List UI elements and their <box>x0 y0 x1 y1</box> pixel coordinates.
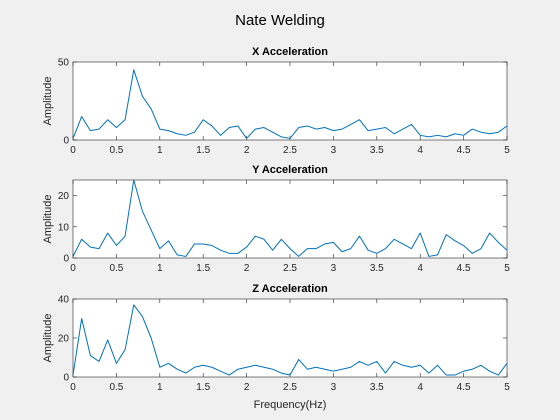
x-tick-label: 2 <box>244 145 250 156</box>
series-line <box>72 179 508 257</box>
x-tick-label: 3 <box>331 382 337 393</box>
y-tick-label: 20 <box>58 334 70 345</box>
y-tick-label: 40 <box>58 295 70 306</box>
y-tick-label: 50 <box>58 58 70 69</box>
x-tick-label: 4.5 <box>457 263 471 274</box>
x-tick-label: 2.5 <box>283 263 297 274</box>
x-tick-label: 0 <box>70 382 76 393</box>
x-tick-label: 3 <box>331 145 337 156</box>
x-tick-label: 5 <box>504 382 510 393</box>
plot-area <box>72 298 508 378</box>
y-axis-label: Amplitude <box>42 195 54 244</box>
x-tick-label: 1.5 <box>196 145 210 156</box>
x-tick-label: 0.5 <box>109 145 123 156</box>
x-tick-label: 0.5 <box>109 382 123 393</box>
x-tick-label: 4.5 <box>457 145 471 156</box>
x-tick-label: 3.5 <box>370 145 384 156</box>
subplot-2: Y Acceleration 0 0.5 1 1.5 2 2.5 3 3.5 4 4.5 5 0 10 20… <box>42 164 510 274</box>
x-tick-label: 2 <box>244 263 250 274</box>
plot-area <box>72 61 508 141</box>
subplot-3: Z Acceleration 0 0.5 1 1.5 2 2.5 3 3.5 4 4.5 5 0 20 40… <box>42 283 510 393</box>
x-tick-label: 1.5 <box>196 382 210 393</box>
figure-title: Nate Welding <box>235 12 325 29</box>
y-axis-label: Amplitude <box>42 314 54 363</box>
x-tick-label: 1 <box>157 382 163 393</box>
x-tick-label: 1.5 <box>196 263 210 274</box>
x-tick-label: 1 <box>157 145 163 156</box>
y-tick-label: 0 <box>63 373 69 384</box>
x-tick-label: 4.5 <box>457 382 471 393</box>
y-tick-label: 20 <box>58 191 70 202</box>
y-axis-label: Amplitude <box>42 77 54 126</box>
subplot-title: Y Acceleration <box>252 164 328 176</box>
x-tick-label: 5 <box>504 263 510 274</box>
y-tick-label: 0 <box>63 254 69 265</box>
x-tick-label: 2.5 <box>283 382 297 393</box>
x-tick-label: 3.5 <box>370 382 384 393</box>
plot-area <box>72 179 508 259</box>
x-tick-label: 4 <box>417 263 423 274</box>
x-axis-label: Frequency(Hz) <box>254 399 327 411</box>
x-tick-label: 0 <box>70 145 76 156</box>
series-line <box>72 304 508 376</box>
x-tick-label: 4 <box>417 382 423 393</box>
y-tick-label: 0 <box>63 136 69 147</box>
x-tick-label: 0.5 <box>109 263 123 274</box>
x-tick-label: 3.5 <box>370 263 384 274</box>
subplot-title: X Acceleration <box>252 46 328 58</box>
x-tick-label: 4 <box>417 145 423 156</box>
y-tick-label: 10 <box>58 222 70 233</box>
x-tick-label: 3 <box>331 263 337 274</box>
x-tick-label: 5 <box>504 145 510 156</box>
subplot-title: Z Acceleration <box>252 283 328 295</box>
x-tick-label: 1 <box>157 263 163 274</box>
series-line <box>72 69 508 139</box>
x-tick-label: 2.5 <box>283 145 297 156</box>
x-tick-label: 2 <box>244 382 250 393</box>
x-tick-label: 0 <box>70 263 76 274</box>
